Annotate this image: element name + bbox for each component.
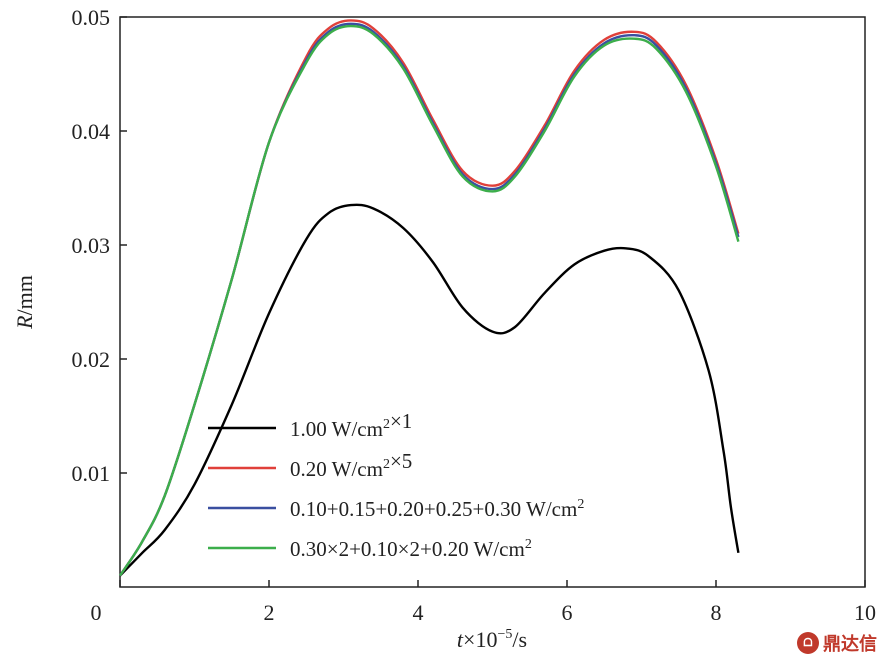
x-tick-label: 4 [413, 600, 424, 625]
series-lines [118, 19, 740, 577]
x-tick-label: 6 [562, 600, 573, 625]
y-tick-label: 0.03 [72, 233, 111, 258]
x-tick-label: 8 [711, 600, 722, 625]
legend-label-2: 0.10+0.15+0.20+0.25+0.30 W/cm2 [290, 497, 584, 521]
y-tick-label: 0.04 [72, 119, 111, 144]
series-line-1 [118, 19, 740, 577]
legend-label-0: 1.00 W/cm2×1 [290, 409, 412, 441]
y-axis-label: R/mm [12, 275, 37, 330]
series-line-2 [118, 22, 740, 577]
series-line-3 [118, 24, 740, 577]
legend-label-1: 0.20 W/cm2×5 [290, 449, 412, 481]
y-tick-label: 0.01 [72, 461, 111, 486]
x-origin-label: 0 [91, 600, 102, 625]
watermark-seal-icon: ᗝ [797, 632, 819, 654]
watermark-text: 鼎达信 [823, 634, 877, 655]
legend-label-3: 0.30×2+0.10×2+0.20 W/cm2 [290, 537, 532, 561]
plot-frame [119, 16, 866, 588]
x-tick-label: 10 [854, 600, 876, 625]
y-tick-label: 0.05 [72, 5, 111, 30]
x-tick-label: 2 [264, 600, 275, 625]
ticks: 2 4 6 8 10 0.01 0.02 0.03 0.04 0.05 [72, 5, 877, 625]
y-tick-label: 0.02 [72, 347, 111, 372]
legend: 1.00 W/cm2×1 0.20 W/cm2×5 0.10+0.15+0.20+0… [208, 409, 584, 561]
x-axis-label: t×10−5/s [457, 627, 527, 652]
series-line-0 [119, 203, 740, 577]
watermark: ᗝ 鼎达信 [797, 630, 877, 656]
